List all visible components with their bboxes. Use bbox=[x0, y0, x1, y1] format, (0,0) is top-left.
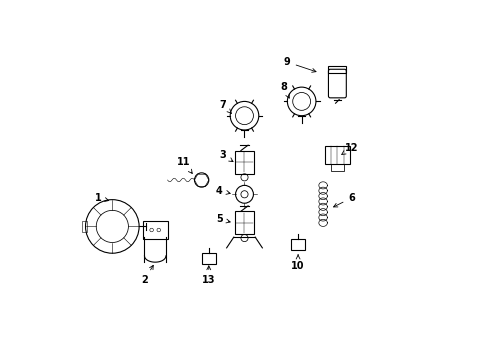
Text: 6: 6 bbox=[333, 193, 354, 207]
Text: 12: 12 bbox=[341, 143, 358, 154]
Text: 13: 13 bbox=[202, 266, 215, 285]
Text: 8: 8 bbox=[280, 82, 289, 98]
Text: 11: 11 bbox=[177, 157, 192, 174]
Text: 3: 3 bbox=[219, 150, 232, 162]
Text: 9: 9 bbox=[284, 57, 315, 72]
Text: 7: 7 bbox=[219, 100, 231, 113]
Text: 2: 2 bbox=[141, 265, 153, 285]
Text: 10: 10 bbox=[291, 255, 304, 271]
Text: 4: 4 bbox=[216, 186, 230, 196]
Text: 5: 5 bbox=[216, 214, 230, 224]
Text: 1: 1 bbox=[95, 193, 108, 203]
